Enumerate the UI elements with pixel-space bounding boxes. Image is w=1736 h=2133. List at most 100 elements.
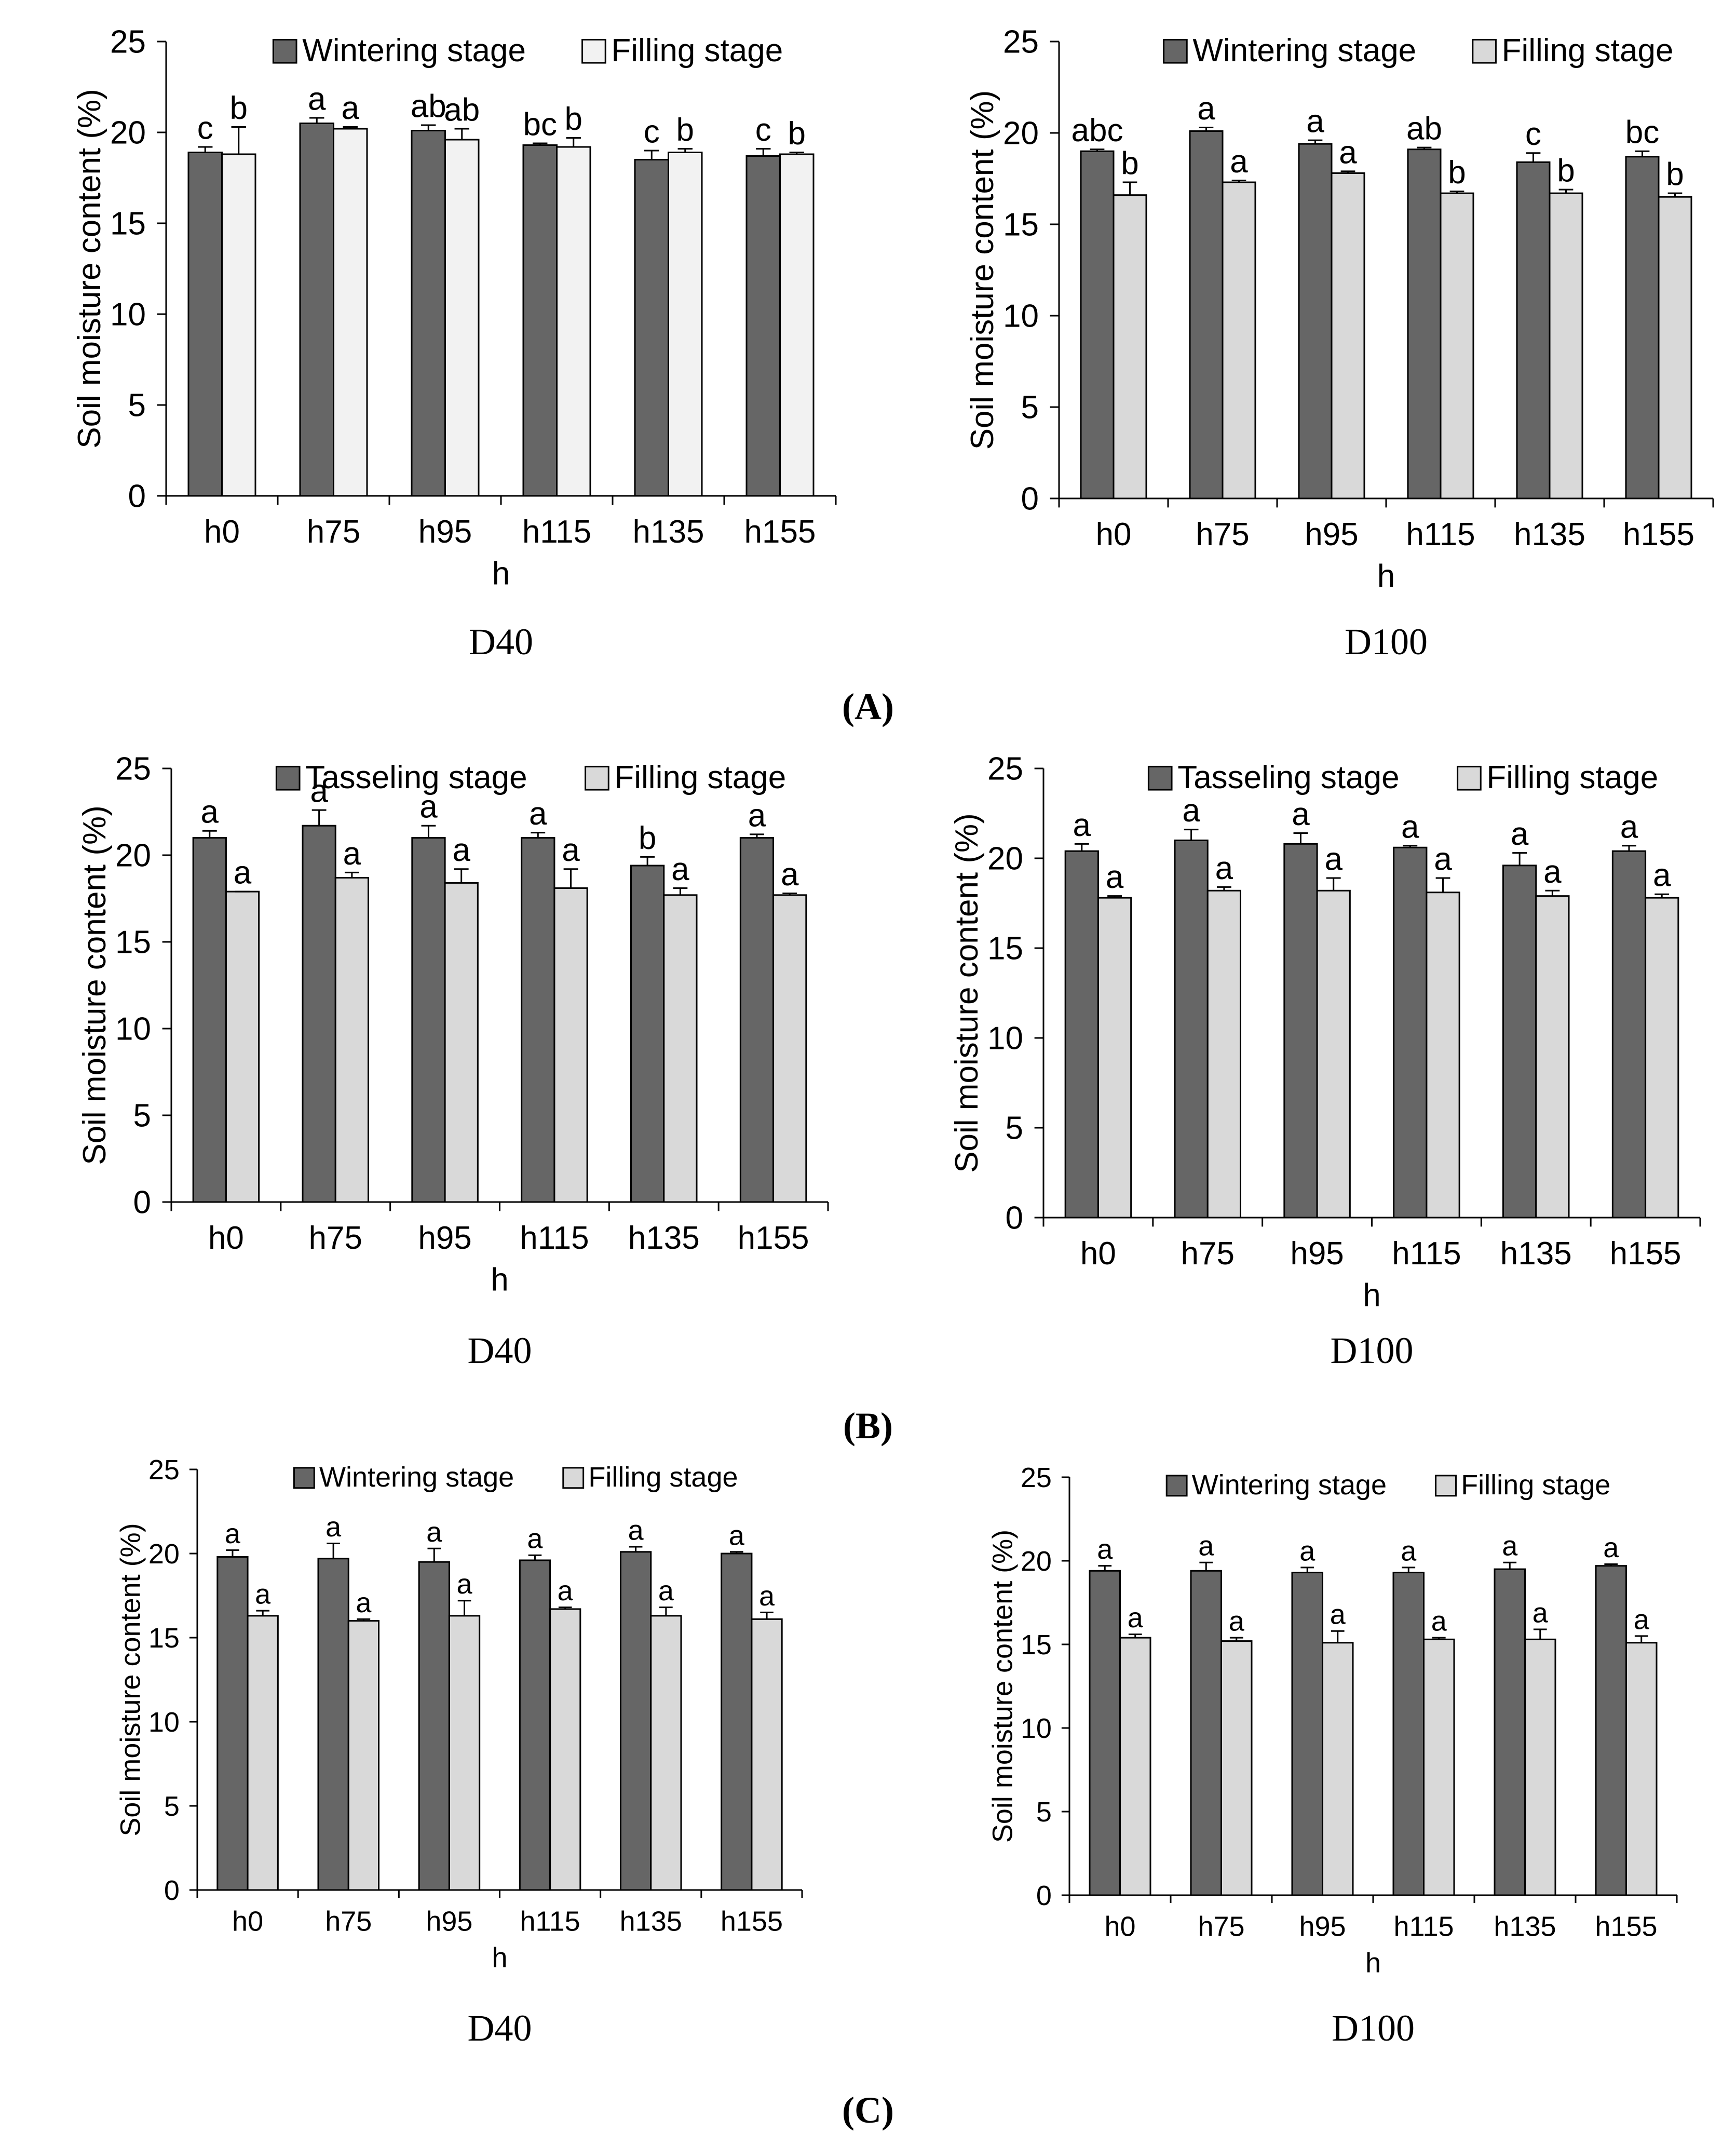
x-tick-label: h135 (620, 1906, 682, 1937)
significance-letter: b (1666, 157, 1684, 193)
x-tick-label: h95 (1305, 517, 1358, 552)
x-tick-label: h115 (1392, 1236, 1461, 1272)
significance-letter: a (1073, 807, 1091, 843)
bar-dark (1595, 1565, 1627, 1896)
bar-dark (1089, 1570, 1121, 1896)
x-axis-label: h (1377, 559, 1395, 595)
legend-entry: Tasseling stage (305, 760, 527, 795)
bar-light (1322, 1642, 1354, 1896)
significance-letter: a (234, 855, 252, 891)
legend-swatch (581, 38, 606, 64)
y-tick-label: 10 (148, 1707, 180, 1738)
bar-dark (519, 1559, 551, 1891)
bar-dark (620, 1551, 652, 1891)
bar-dark (1393, 846, 1428, 1219)
significance-letter: b (788, 116, 806, 152)
x-tick-label: h75 (1198, 1911, 1244, 1942)
bar-light (668, 152, 703, 497)
bar-light (556, 146, 591, 497)
significance-letter: a (1330, 1599, 1346, 1630)
x-tick-label: h115 (520, 1220, 589, 1256)
bar-light (1549, 192, 1583, 500)
y-tick-label: 10 (1021, 1713, 1052, 1744)
bar-dark (1190, 1570, 1222, 1896)
legend-entry: Filling stage (1461, 1469, 1610, 1501)
x-tick-label: h0 (1096, 517, 1132, 552)
bar-light (663, 894, 698, 1203)
significance-letter: a (225, 1518, 241, 1549)
legend-entry: Wintering stage (1192, 33, 1416, 69)
significance-letter: abc (1072, 113, 1123, 148)
x-tick-label: h155 (738, 1220, 809, 1256)
x-tick-label: h95 (1299, 1911, 1346, 1942)
significance-letter: a (1603, 1532, 1619, 1563)
bar-light (1206, 889, 1241, 1219)
significance-letter: a (452, 832, 470, 868)
bar-dark (1407, 148, 1442, 500)
significance-letter: a (529, 796, 547, 832)
bar-dark (1494, 1568, 1526, 1896)
x-tick-label: h0 (1104, 1911, 1135, 1942)
bar-light (751, 1618, 783, 1891)
bar-dark (1291, 1572, 1323, 1896)
significance-letter: ab (411, 89, 446, 125)
significance-letter: bc (523, 107, 557, 143)
x-axis-label: h (1365, 1948, 1381, 1979)
bar-light (1113, 194, 1147, 500)
x-tick-label: h115 (1393, 1911, 1454, 1942)
bar-light (1119, 1637, 1151, 1896)
legend-swatch (1163, 38, 1188, 64)
bar-light (1645, 897, 1679, 1219)
x-tick-label: h75 (325, 1906, 372, 1937)
x-tick-label: h135 (633, 514, 704, 550)
significance-letter: a (1339, 134, 1357, 170)
x-tick-label: h0 (232, 1906, 263, 1937)
significance-letter: a (1543, 854, 1562, 890)
chart-caption: D40 (469, 621, 533, 663)
panel-label-c: (C) (842, 2089, 894, 2131)
significance-letter: a (419, 789, 438, 825)
bar-dark (745, 155, 781, 497)
bar-light (334, 876, 369, 1203)
y-tick-label: 25 (1021, 1462, 1052, 1493)
bar-light (1426, 892, 1460, 1219)
significance-letter: a (1401, 809, 1419, 845)
bar-dark (302, 825, 336, 1203)
x-tick-label: h155 (744, 514, 816, 550)
y-tick-label: 10 (110, 297, 146, 333)
x-tick-label: h0 (204, 514, 240, 550)
significance-letter: b (1448, 155, 1466, 191)
x-tick-label: h75 (309, 1220, 362, 1256)
bar-light (347, 1620, 379, 1891)
legend-entry: Filling stage (1502, 33, 1674, 69)
y-tick-label: 10 (987, 1021, 1023, 1057)
bar-dark (1174, 839, 1209, 1219)
x-tick-label: h115 (1406, 517, 1475, 552)
significance-letter: ab (1406, 111, 1442, 147)
bar-dark (1502, 865, 1537, 1219)
bar-dark (1298, 143, 1333, 500)
significance-letter: a (781, 857, 799, 893)
bar-dark (1611, 850, 1647, 1219)
significance-letter: b (565, 101, 582, 137)
significance-letter: a (1434, 842, 1452, 878)
chart-caption: D100 (1345, 621, 1428, 663)
significance-letter: a (759, 1581, 775, 1612)
significance-letter: a (356, 1587, 372, 1618)
y-tick-label: 5 (128, 388, 145, 424)
significance-letter: a (1620, 809, 1638, 845)
significance-letter: a (201, 794, 219, 830)
significance-letter: b (230, 90, 248, 126)
bar-light (549, 1608, 581, 1891)
significance-letter: b (1121, 146, 1138, 182)
legend-entry: Filling stage (614, 760, 786, 795)
y-tick-label: 0 (128, 479, 145, 515)
significance-letter: a (1106, 859, 1124, 895)
significance-letter: a (1653, 858, 1671, 894)
bar-light (1220, 1640, 1253, 1896)
significance-letter: a (562, 832, 580, 868)
panel-label-a: (A) (842, 686, 894, 727)
significance-letter: c (755, 112, 771, 148)
